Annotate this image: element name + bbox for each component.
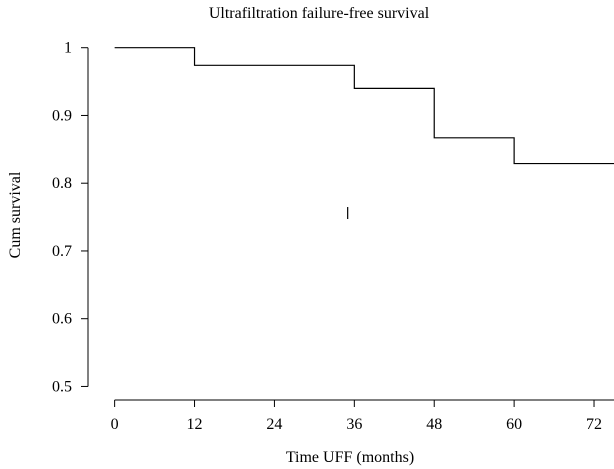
x-tick-label: 0 (111, 416, 119, 433)
x-tick-label: 60 (506, 416, 522, 433)
y-tick-label: 0.7 (52, 243, 72, 260)
x-axis-label: Time UFF (months) (286, 449, 414, 466)
x-tick-label: 36 (346, 416, 362, 433)
x-tick-label: 12 (187, 416, 203, 433)
y-tick-label: 0.8 (52, 175, 72, 192)
y-tick-label: 0.5 (52, 378, 72, 395)
y-axis-ticks: 0.5 0.6 0.7 0.8 0.9 1 (52, 40, 88, 396)
x-tick-label: 72 (586, 416, 602, 433)
y-tick-label: 0.6 (52, 311, 72, 328)
x-axis-ticks: 0 12 24 36 48 60 72 (111, 400, 602, 433)
y-axis-label: Cum survival (7, 171, 24, 258)
chart-title: Ultrafiltration failure-free survival (209, 5, 430, 22)
survival-curve (115, 48, 614, 164)
y-tick-label: 0.9 (52, 107, 72, 124)
x-tick-label: 24 (266, 416, 282, 433)
x-tick-label: 48 (426, 416, 442, 433)
y-tick-label: 1 (64, 40, 72, 57)
